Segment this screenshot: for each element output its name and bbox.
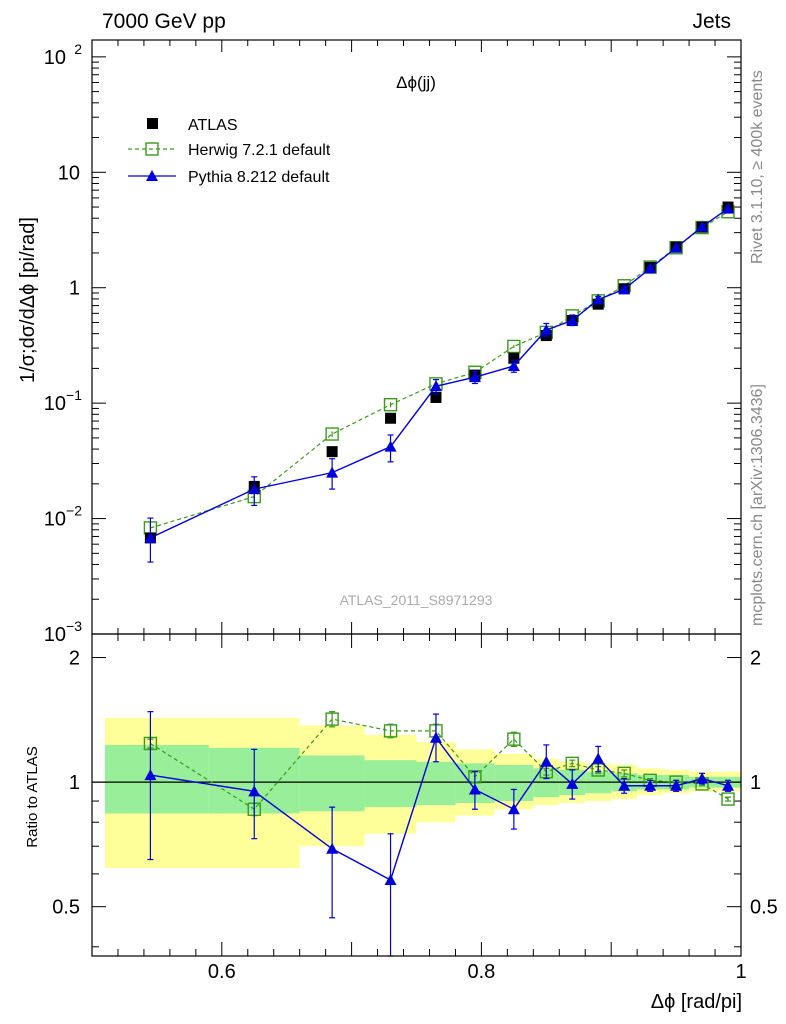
- main-y-tick-exponent: −3: [66, 618, 82, 634]
- header-right: Jets: [692, 10, 731, 33]
- pythia-point: [507, 359, 520, 371]
- x-tick-label: 1: [735, 961, 746, 983]
- herwig-ratio-point: [721, 792, 735, 806]
- ratio-y-tick-label-left: 2: [69, 648, 80, 670]
- pythia-point: [722, 202, 735, 214]
- ratio-y-tick-label-right: 0.5: [750, 897, 778, 919]
- ratio-plot-frame: [91, 633, 742, 957]
- main-plot-panel: Δϕ(jj) ATLAS_2011_S8971293 1/σ;dσ/dΔϕ [p…: [17, 39, 742, 646]
- herwig-ratio-point: [507, 732, 521, 746]
- legend-marker-atlas: [147, 118, 158, 129]
- pythia-ratio-point: [722, 779, 735, 791]
- pythia-ratio-point: [468, 783, 481, 795]
- pythia-point: [326, 466, 339, 478]
- ratio-band-inner: [104, 744, 209, 814]
- ratio-band-inner: [364, 760, 417, 808]
- ratio-y-tick-label-left: 1: [69, 772, 80, 794]
- pythia-ratio-point: [248, 785, 261, 797]
- pythia-ratio-point: [429, 731, 442, 743]
- pythia-point: [644, 262, 657, 274]
- pythia-ratio-point: [618, 779, 631, 791]
- main-y-tick-label: 10: [44, 624, 66, 646]
- main-y-tick-exponent: 2: [74, 41, 82, 57]
- main-y-tick-exponent: −2: [66, 503, 82, 519]
- watermark: ATLAS_2011_S8971293: [340, 592, 493, 608]
- pythia-ratio-point: [592, 752, 605, 764]
- herwig-ratio-point: [383, 724, 398, 738]
- ratio-y-axis-label: Ratio to ATLAS: [24, 746, 41, 847]
- pythia-ratio-point: [696, 772, 709, 784]
- legend-label-pythia: Pythia 8.212 default: [188, 169, 330, 186]
- pythia-point: [384, 440, 397, 452]
- main-y-tick-exponent: −1: [66, 387, 82, 403]
- legend-marker-pythia: [146, 170, 158, 181]
- pythia-point: [540, 324, 553, 336]
- main-y-tick-label: 1: [69, 278, 80, 300]
- pythia-ratio-point: [670, 779, 683, 791]
- ratio-plot-area: [91, 633, 742, 957]
- pythia-point: [696, 220, 709, 232]
- ratio-plot-panel: Ratio to ATLAS 2 2 1 1 0.5 0.5 0.6 0.8 1 Δϕ [ra…: [24, 633, 778, 1013]
- main-y-tick-label: 10: [44, 47, 66, 69]
- x-tick-labels: 0.6 0.8 1: [208, 961, 747, 983]
- pythia-point: [566, 314, 579, 326]
- pythia-point: [468, 371, 481, 383]
- pythia-point: [618, 283, 631, 295]
- pythia-ratio-point: [644, 779, 657, 791]
- ratio-band-inner: [416, 761, 456, 806]
- ratio-y-tick-label-right: 1: [750, 772, 761, 794]
- pythia-ratio-point: [326, 842, 339, 854]
- ratio-y-tick-labels: 2 2 1 1 0.5 0.5: [52, 648, 778, 919]
- pythia-point: [670, 241, 683, 253]
- side-text-lower: mcplots.cern.ch [arXiv:1306.3436]: [749, 384, 766, 626]
- ratio-y-tick-label-left: 0.5: [52, 897, 80, 919]
- pythia-line: [150, 207, 729, 539]
- pythia-point: [429, 380, 442, 392]
- herwig-point: [507, 339, 521, 354]
- main-y-tick-label: 10: [58, 162, 80, 184]
- ratio-band-inner: [299, 755, 365, 812]
- main-plot-title: Δϕ(jj): [396, 73, 436, 92]
- pythia-point: [248, 483, 261, 495]
- header-left: 7000 GeV pp: [102, 10, 226, 33]
- legend-label-atlas: ATLAS: [188, 117, 238, 134]
- herwig-point: [325, 427, 339, 441]
- side-text-upper: Rivet 3.1.10, ≥ 400k events: [749, 70, 766, 264]
- main-y-tick-label: 10: [44, 393, 66, 415]
- atlas-point: [385, 412, 397, 424]
- main-y-tick-label: 10: [44, 509, 66, 531]
- legend-marker-herwig: [145, 142, 159, 156]
- pythia-ratio-point: [144, 769, 157, 781]
- pythia-ratio-point: [384, 874, 397, 886]
- herwig-line: [150, 211, 729, 529]
- pythia-point: [592, 293, 605, 305]
- x-tick-label: 0.6: [208, 961, 236, 983]
- atlas-point: [326, 446, 338, 458]
- atlas-point: [508, 352, 520, 364]
- pythia-ratio-point: [566, 777, 579, 789]
- main-plot-area: [91, 39, 742, 635]
- main-y-axis-label: 1/σ;dσ/dΔϕ [pi/rad]: [17, 217, 39, 383]
- legend-label-herwig: Herwig 7.2.1 default: [188, 142, 331, 159]
- legend: ATLAS Herwig 7.2.1 default Pythia 8.212 …: [128, 117, 331, 186]
- x-tick-label: 0.8: [467, 961, 495, 983]
- herwig-point: [383, 397, 398, 412]
- herwig-ratio-point: [325, 712, 339, 726]
- atlas-point: [430, 391, 442, 403]
- pythia-ratio-point: [540, 755, 553, 767]
- ratio-y-tick-label-right: 2: [750, 648, 761, 670]
- pythia-ratio-point: [507, 803, 520, 815]
- pythia-point: [144, 531, 157, 543]
- x-axis-label: Δϕ [rad/pi]: [651, 991, 742, 1013]
